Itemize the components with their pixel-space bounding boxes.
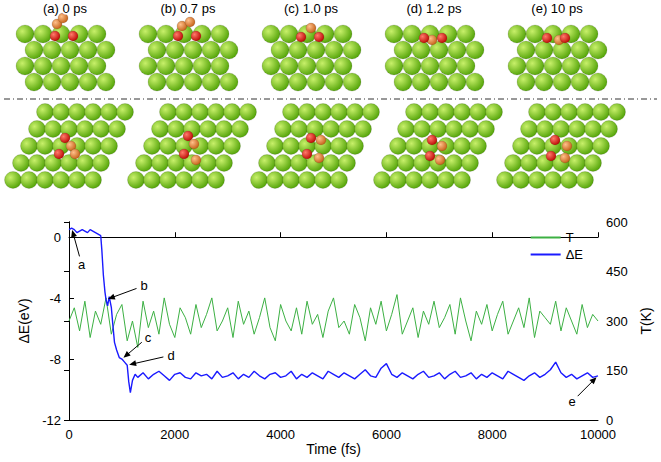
- svg-text:e: e: [568, 394, 575, 409]
- svg-text:4000: 4000: [266, 427, 295, 442]
- svg-text:ΔE: ΔE: [566, 247, 584, 262]
- svg-text:2000: 2000: [160, 427, 189, 442]
- svg-text:c: c: [145, 330, 152, 345]
- svg-text:150: 150: [606, 363, 628, 378]
- svg-text:Time (fs): Time (fs): [306, 441, 361, 457]
- svg-text:ΔE(eV): ΔE(eV): [16, 298, 32, 343]
- svg-text:0: 0: [606, 413, 613, 428]
- svg-text:d: d: [168, 348, 175, 363]
- svg-text:-8: -8: [49, 352, 61, 367]
- svg-text:(c) 1.0 ps: (c) 1.0 ps: [284, 1, 339, 16]
- svg-text:300: 300: [606, 314, 628, 329]
- svg-text:(a) 0 ps: (a) 0 ps: [43, 1, 88, 16]
- svg-text:10000: 10000: [580, 427, 616, 442]
- svg-text:T(K): T(K): [638, 307, 654, 334]
- svg-text:0: 0: [54, 230, 61, 245]
- svg-text:8000: 8000: [478, 427, 507, 442]
- svg-text:0: 0: [65, 427, 72, 442]
- svg-text:(d) 1.2 ps: (d) 1.2 ps: [407, 1, 462, 16]
- svg-text:b: b: [140, 278, 147, 293]
- svg-text:-4: -4: [49, 291, 61, 306]
- svg-text:(e) 10 ps: (e) 10 ps: [531, 1, 583, 16]
- svg-text:a: a: [78, 257, 86, 272]
- svg-text:(b) 0.7 ps: (b) 0.7 ps: [161, 1, 216, 16]
- svg-text:T: T: [566, 230, 574, 245]
- svg-text:-12: -12: [42, 413, 61, 428]
- svg-text:450: 450: [606, 264, 628, 279]
- svg-text:6000: 6000: [372, 427, 401, 442]
- svg-text:600: 600: [606, 215, 628, 230]
